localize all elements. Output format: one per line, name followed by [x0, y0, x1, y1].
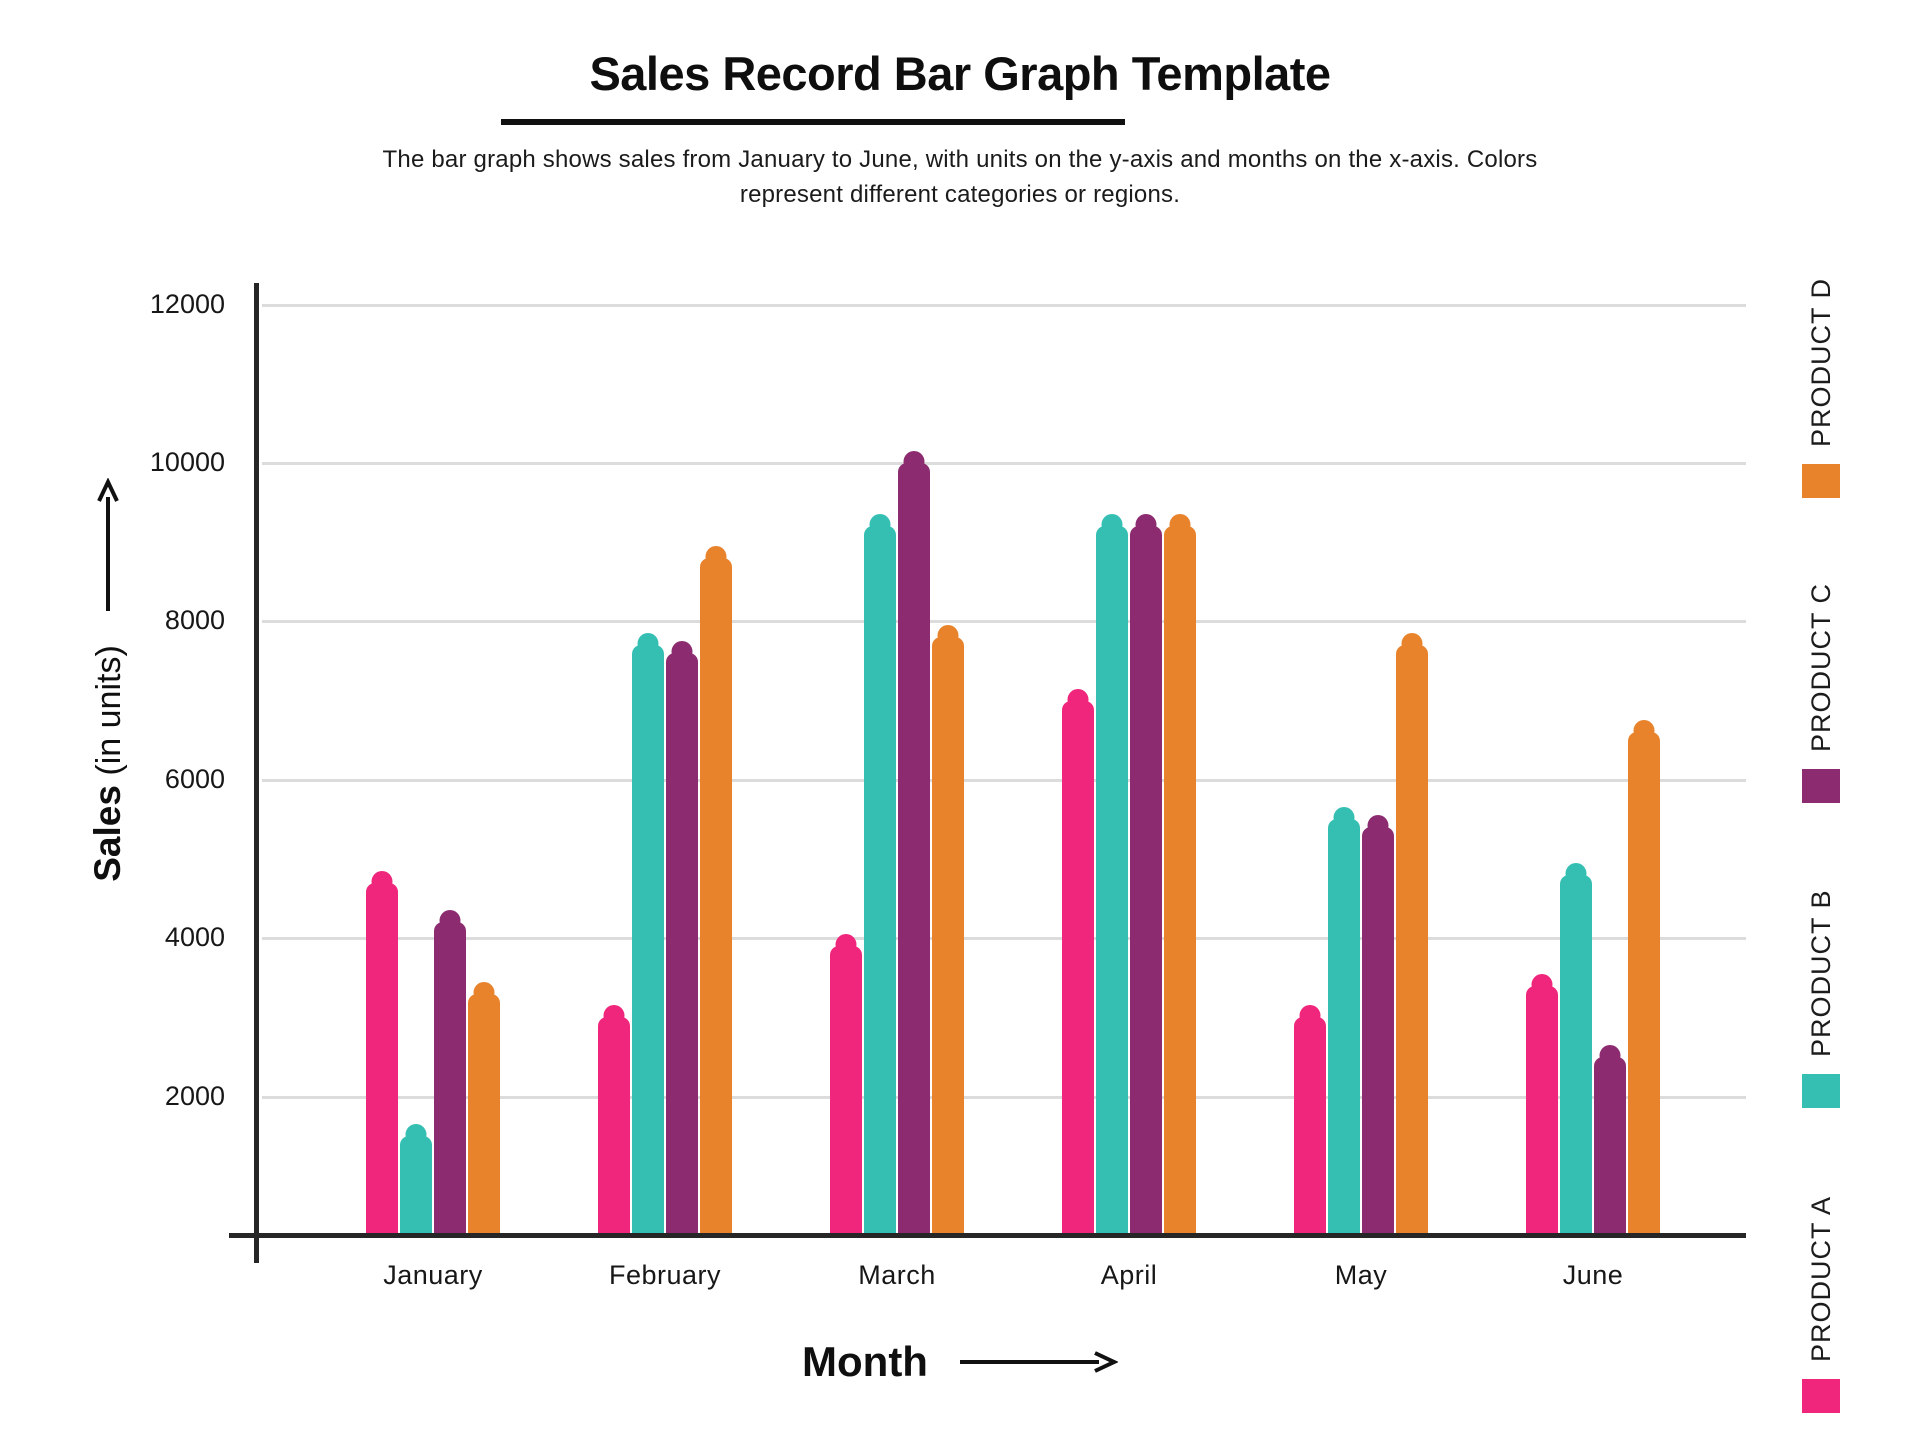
bar-group-february: [598, 307, 732, 1233]
x-axis-line: [229, 1233, 1746, 1238]
bar-february-product-b: [632, 645, 664, 1233]
gridline-10000: [262, 462, 1746, 465]
y-axis-title-bold: Sales: [87, 785, 128, 882]
y-tick-label-6000: 6000: [164, 764, 225, 794]
legend-item-product-d: PRODUCT D: [1781, 277, 1861, 498]
bar-march-product-d: [932, 637, 964, 1233]
right-arrow-icon: [959, 1351, 1118, 1373]
up-arrow-icon: [97, 478, 119, 612]
legend-item-product-b: PRODUCT B: [1781, 889, 1861, 1108]
bar-february-product-d: [700, 558, 732, 1233]
bar-february-product-c: [666, 653, 698, 1233]
bar-group-june: [1526, 307, 1660, 1233]
bar-group-march: [830, 307, 964, 1233]
gridline-8000: [262, 620, 1746, 623]
legend-label-product-b: PRODUCT B: [1805, 889, 1836, 1057]
bar-group-april: [1062, 307, 1196, 1233]
bar-february-product-a: [598, 1017, 630, 1233]
x-tick-label-june: June: [1562, 1260, 1624, 1290]
bar-january-product-b: [400, 1136, 432, 1233]
bar-may-product-b: [1328, 819, 1360, 1233]
legend-label-product-c: PRODUCT C: [1805, 582, 1836, 752]
y-axis-line: [254, 283, 259, 1263]
bar-april-product-d: [1164, 526, 1196, 1233]
bar-june-product-c: [1594, 1057, 1626, 1233]
legend-swatch-product-d: [1802, 464, 1840, 498]
bar-april-product-c: [1130, 526, 1162, 1233]
bar-may-product-a: [1294, 1017, 1326, 1233]
bar-june-product-b: [1560, 875, 1592, 1233]
x-tick-label-february: February: [608, 1260, 722, 1290]
bar-march-product-a: [830, 946, 862, 1233]
bar-june-product-a: [1526, 986, 1558, 1233]
bar-january-product-a: [366, 883, 398, 1233]
gridline-6000: [262, 779, 1746, 782]
x-tick-label-april: April: [1100, 1260, 1158, 1290]
x-axis-title-text: Month: [802, 1338, 928, 1385]
x-tick-label-january: January: [383, 1260, 483, 1290]
bar-january-product-d: [468, 994, 500, 1233]
y-axis-title: Sales (in units): [84, 470, 132, 890]
bar-may-product-c: [1362, 827, 1394, 1233]
chart-subtitle-line1: The bar graph shows sales from January t…: [382, 146, 1538, 173]
bar-group-january: [366, 307, 500, 1233]
bar-march-product-b: [864, 526, 896, 1233]
y-tick-label-10000: 10000: [149, 447, 225, 477]
bar-group-may: [1294, 307, 1428, 1233]
chart-title: Sales Record Bar Graph Template: [589, 47, 1331, 100]
bar-january-product-c: [434, 922, 466, 1233]
x-axis-title: Month: [0, 1338, 1920, 1386]
bar-june-product-d: [1628, 732, 1660, 1233]
legend-item-product-c: PRODUCT C: [1781, 582, 1861, 803]
gridline-12000: [262, 304, 1746, 307]
x-tick-label-march: March: [858, 1260, 936, 1290]
x-tick-label-may: May: [1334, 1260, 1388, 1290]
bar-april-product-b: [1096, 526, 1128, 1233]
bar-may-product-d: [1396, 645, 1428, 1233]
legend-item-product-a: PRODUCT A: [1781, 1195, 1861, 1413]
y-tick-label-12000: 12000: [149, 289, 225, 319]
gridline-4000: [262, 937, 1746, 940]
y-tick-label-2000: 2000: [164, 1081, 225, 1111]
legend-swatch-product-c: [1802, 769, 1840, 803]
chart-subtitle-line2: represent different categories or region…: [739, 181, 1181, 208]
title-underline: [501, 119, 1125, 125]
y-tick-label-8000: 8000: [164, 605, 225, 635]
legend-label-product-a: PRODUCT A: [1805, 1195, 1836, 1362]
legend-swatch-product-a: [1802, 1379, 1840, 1413]
gridline-2000: [262, 1096, 1746, 1099]
bar-april-product-a: [1062, 701, 1094, 1233]
y-tick-label-4000: 4000: [164, 922, 225, 952]
legend-label-product-d: PRODUCT D: [1805, 277, 1836, 447]
bar-march-product-c: [898, 463, 930, 1233]
y-axis-title-units: (in units): [90, 645, 128, 776]
legend-swatch-product-b: [1802, 1074, 1840, 1108]
